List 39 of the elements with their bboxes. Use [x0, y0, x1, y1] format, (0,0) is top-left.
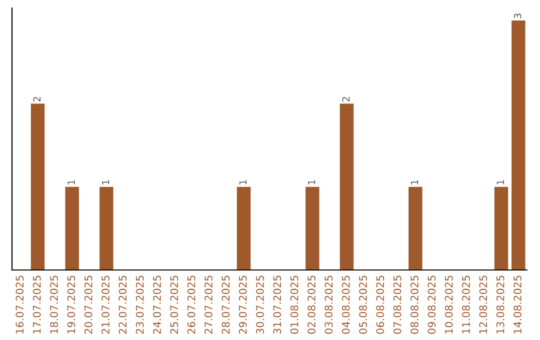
- x-tick-label: 18.07.2025: [50, 276, 58, 334]
- x-tick-label: 03.08.2025: [324, 276, 333, 334]
- x-tick-label: 13.08.2025: [496, 276, 504, 334]
- x-tick-label: 07.08.2025: [393, 276, 402, 334]
- data-label: 3: [514, 14, 522, 18]
- x-tick-label: 25.07.2025: [170, 276, 178, 334]
- x-tick-label: 01.08.2025: [290, 276, 298, 334]
- x-tick-label: 17.07.2025: [32, 276, 41, 334]
- x-tick-label: 30.07.2025: [256, 276, 264, 334]
- data-label: 2: [342, 97, 350, 102]
- x-tick-label: 22.07.2025: [118, 276, 127, 334]
- x-tick-label: 14.08.2025: [514, 276, 522, 334]
- data-label: 1: [68, 180, 75, 184]
- x-tick-label: 20.07.2025: [84, 276, 92, 334]
- data-label: 1: [496, 180, 504, 184]
- x-tick-label: 24.07.2025: [153, 276, 161, 334]
- data-label: 1: [411, 180, 418, 184]
- data-label: 1: [102, 180, 110, 184]
- x-tick-label: 09.08.2025: [428, 276, 436, 334]
- x-tick-label: 11.08.2025: [462, 276, 470, 334]
- x-tick-label: 27.07.2025: [204, 276, 212, 334]
- x-tick-label: 21.07.2025: [102, 276, 110, 334]
- x-tick-label: 10.08.2025: [444, 276, 453, 334]
- x-tick-label: 26.07.2025: [187, 276, 196, 334]
- x-tick-label: 19.07.2025: [67, 276, 76, 334]
- x-tick-label: 23.07.2025: [136, 276, 144, 334]
- x-tick-label: 04.08.2025: [342, 276, 350, 334]
- x-tick-label: 16.07.2025: [16, 276, 24, 334]
- x-tick-label: 08.08.2025: [410, 276, 418, 334]
- x-tick-label: 02.08.2025: [308, 276, 316, 334]
- x-tick-label: 28.07.2025: [222, 276, 230, 334]
- data-label: 1: [308, 180, 316, 184]
- x-tick-label: 06.08.2025: [376, 276, 384, 334]
- data-label: 2: [33, 97, 40, 102]
- x-tick-label: 31.07.2025: [273, 276, 282, 334]
- x-tick-label: 29.07.2025: [238, 276, 247, 334]
- data-label: 1: [239, 180, 246, 184]
- x-tick-label: 05.08.2025: [359, 276, 367, 334]
- x-tick-label: 12.08.2025: [479, 276, 488, 334]
